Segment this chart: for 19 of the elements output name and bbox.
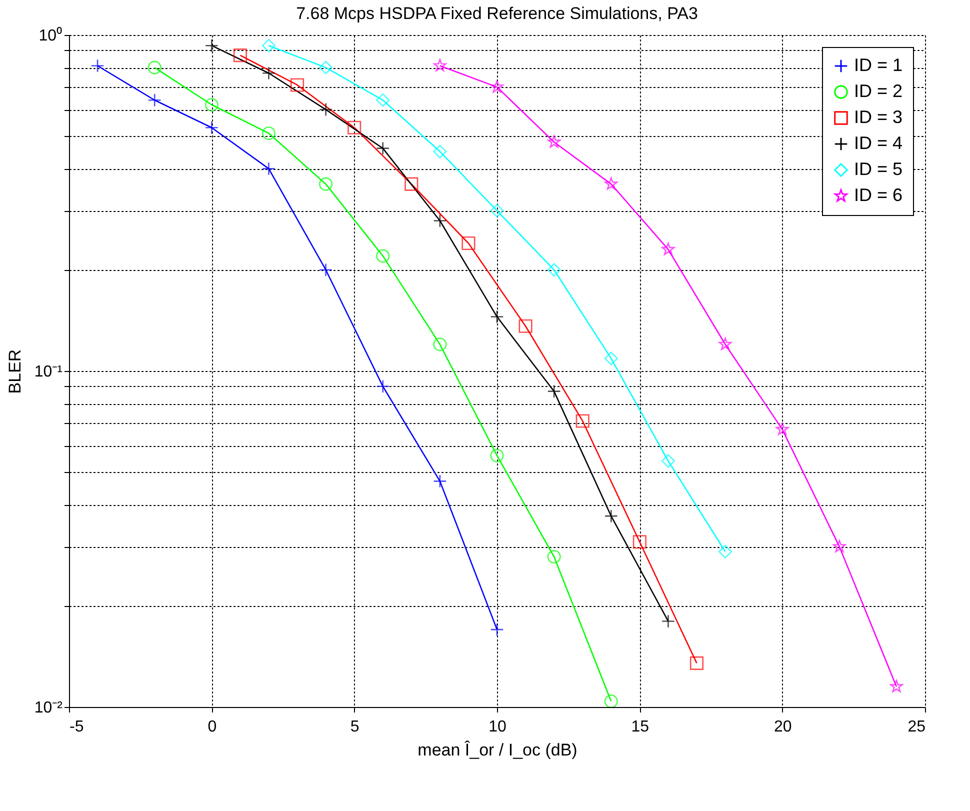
x-tick-label: 10 [488,718,506,736]
legend-label: ID = 2 [854,81,903,101]
legend-label: ID = 5 [854,159,903,179]
y-axis-title: BLER [5,349,24,394]
y-tick-label: 10⁰ [38,26,62,44]
x-tick-label: 0 [208,718,217,736]
x-tick-label: 20 [774,718,792,736]
x-tick-label: 5 [350,718,360,736]
x-tick-label: -5 [70,718,84,736]
y-tick-label: 10⁻¹ [34,364,62,380]
x-tick-label: 25 [908,718,926,736]
x-tick-label: 15 [631,718,650,736]
legend-label: ID = 6 [854,185,903,205]
chart-title: 7.68 Mcps HSDPA Fixed Reference Simulations, PA3 [296,4,698,23]
legend-label: ID = 1 [854,55,903,75]
x-axis-title: mean Î_or / I_oc (dB) [418,740,578,760]
legend-label: ID = 4 [854,133,903,153]
y-tick-label: 10⁻² [34,700,64,716]
legend-label: ID = 3 [854,107,903,127]
